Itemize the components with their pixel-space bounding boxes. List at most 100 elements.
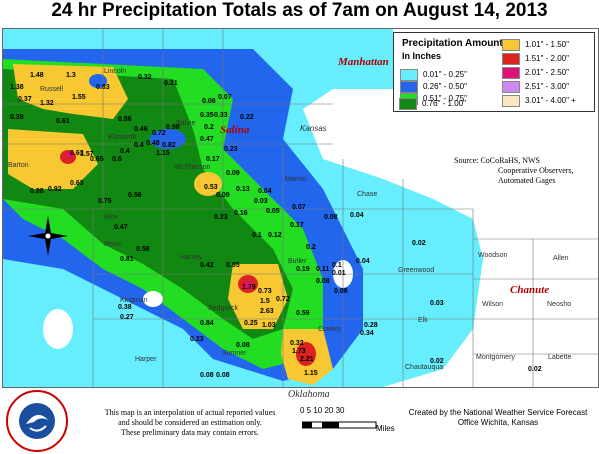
precip-value: 0.98 [166, 124, 180, 131]
precip-value: 0.58 [136, 246, 150, 253]
precip-value: 0.4 [120, 148, 130, 155]
county-label: Sumner [222, 350, 247, 357]
precip-value: 0.02 [528, 366, 542, 373]
precip-value: 0.13 [236, 186, 250, 193]
credit-line: Office Wichita, Kansas [457, 418, 539, 427]
precip-hole-white-2 [143, 291, 163, 307]
legend-item: 2.01" - 2.50" [502, 67, 569, 79]
precip-value: 0.08 [236, 342, 250, 349]
credit-line: Created by the National Weather Service … [408, 408, 588, 417]
precip-region-yellow-c [194, 172, 222, 196]
precip-value: 1.3 [66, 72, 76, 79]
legend-label: 0.51" - 0.75" [423, 94, 467, 104]
legend-item: 0.26" - 0.50" [400, 81, 467, 93]
precip-value: 0.47 [200, 136, 214, 143]
county-label: Chase [357, 191, 378, 198]
county-label: Marion [285, 176, 307, 183]
precip-value: 0.2 [204, 124, 214, 131]
precip-value: 2.63 [260, 308, 274, 315]
precip-value: 0.65 [90, 156, 104, 163]
precip-value: 0.2 [306, 244, 316, 251]
legend-item: 1.01" - 1.50" [502, 39, 569, 51]
precip-value: 0.08 [216, 372, 230, 379]
precip-value: 0.35 [200, 112, 214, 119]
legend-item: 0.01" - 0.25" [400, 69, 467, 81]
legend-subtitle: In Inches [402, 51, 442, 61]
precip-value: 0.21 [164, 80, 178, 87]
county-borders [3, 29, 598, 387]
source-note: Source: CoCoRaHS, NWS Cooperative Observ… [454, 156, 594, 186]
precip-value: 0.6 [112, 156, 122, 163]
precip-value: 0.81 [120, 256, 134, 263]
source-line: Cooperative Observers, [498, 166, 574, 175]
precip-value: 0.23 [224, 146, 238, 153]
precip-value: 0.27 [120, 314, 134, 321]
county-label: Russell [40, 86, 63, 93]
legend-swatch [400, 69, 418, 81]
precip-value: 0.84 [200, 320, 214, 327]
precip-value: 0.46 [134, 126, 148, 133]
legend-label: 1.01" - 1.50" [525, 40, 569, 50]
scale-bar-graphic [302, 421, 377, 429]
precip-value: 0.19 [296, 266, 310, 273]
county-label: Harper [135, 356, 157, 363]
credit-note: Created by the National Weather Service … [400, 408, 596, 428]
precip-value: 0.02 [430, 358, 444, 365]
precip-value: 1.38 [10, 84, 24, 91]
precip-value: 0.86 [118, 116, 132, 123]
precip-value: 0.83 [96, 84, 110, 91]
county-label: Sedgwick [208, 305, 238, 312]
precip-value: 0.47 [114, 224, 128, 231]
precip-value: 1.15 [156, 150, 170, 157]
precip-value: 0.73 [258, 288, 272, 295]
precip-value: 0.03 [254, 198, 268, 205]
precip-region-red-se [296, 342, 316, 366]
precip-value: 0.33 [214, 112, 228, 119]
precip-value: 0.59 [296, 310, 310, 317]
precip-value: 0.09 [216, 192, 230, 199]
legend-swatch [502, 95, 520, 107]
precip-value: 1.73 [292, 348, 306, 355]
legend-label: 3.01" - 4.00" + [525, 96, 576, 106]
state-label-kansas: Kansas [300, 124, 327, 133]
legend-swatch [502, 39, 520, 51]
footer [0, 388, 599, 454]
precip-region-magenta-nw [66, 152, 72, 158]
precip-value: 0.07 [292, 204, 306, 211]
precip-value: 0.08 [202, 98, 216, 105]
city-label-manhattan: Manhattan [338, 56, 389, 68]
county-label: Butler [288, 258, 307, 265]
county-label: Reno [104, 241, 121, 248]
precip-value: 0.09 [226, 170, 240, 177]
precip-value: 0.16 [234, 210, 248, 217]
state-label-oklahoma: Oklahoma [288, 389, 330, 400]
scale-unit: Miles [376, 424, 395, 433]
precip-value: 0.72 [152, 130, 166, 137]
precip-value: 1.03 [262, 322, 276, 329]
legend-item: 0.76" - 1.00" [399, 98, 466, 110]
precip-value: 0.03 [430, 300, 444, 307]
precip-value: 1.55 [72, 94, 86, 101]
precip-value: 1.5 [260, 298, 270, 305]
precipitation-surface [3, 29, 598, 387]
precip-value: 1.57 [80, 151, 94, 158]
county-label: Allen [553, 255, 569, 262]
precip-value: 0.08 [324, 214, 338, 221]
county-label: Montgomery [476, 354, 515, 361]
legend-title: Precipitation Amounts [402, 38, 509, 49]
precip-value: 0.1 [332, 262, 342, 269]
legend-label: 1.51" - 2.00" [525, 54, 569, 64]
precip-value: 0.38 [118, 304, 132, 311]
precip-value: 1.15 [304, 370, 318, 377]
county-label: Cowley [318, 326, 341, 333]
precip-value: 0.34 [360, 330, 374, 337]
precip-value: 0.25 [244, 320, 258, 327]
legend-item: 3.01" - 4.00" + [502, 95, 576, 107]
map-title: 24 hr Precipitation Totals as of 7am on … [51, 0, 548, 21]
precip-value: 0.32 [290, 340, 304, 347]
precip-value: 0.61 [56, 118, 70, 125]
disclaimer-line: This map is an interpolation of actual r… [104, 408, 276, 417]
scale-ticks: 0 5 10 20 30 [300, 406, 345, 415]
disclaimer: This map is an interpolation of actual r… [80, 408, 300, 438]
precip-value: 0.04 [350, 212, 364, 219]
